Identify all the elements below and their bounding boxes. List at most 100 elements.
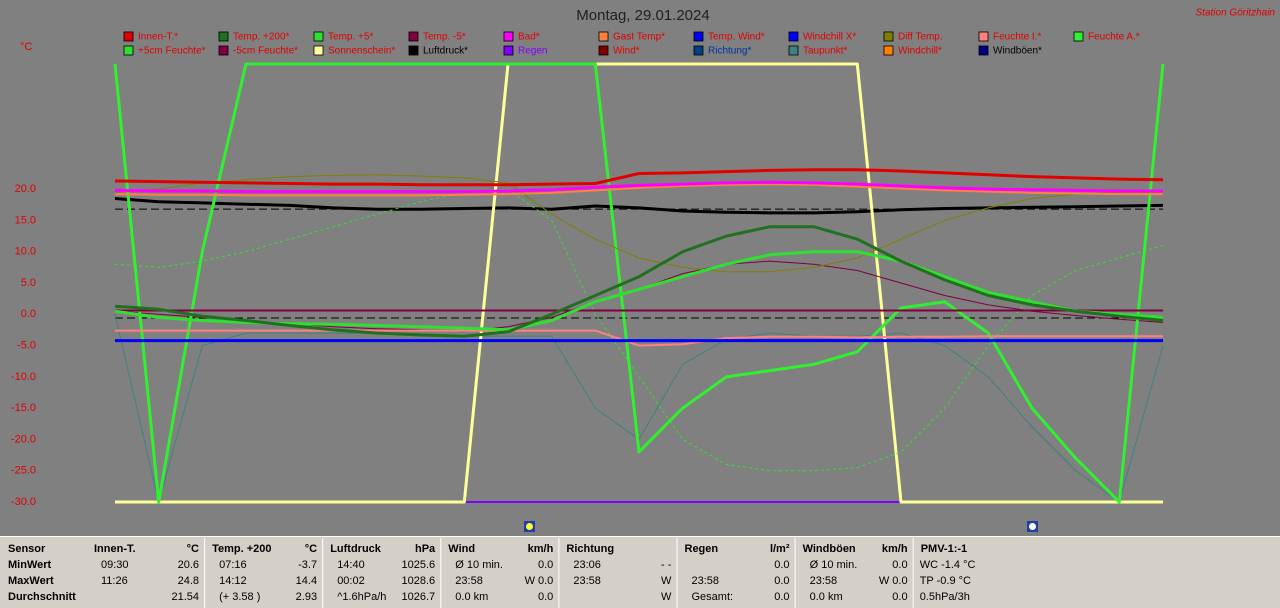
table-cell: 09:30 [101, 559, 129, 571]
legend-swatch [408, 31, 419, 42]
series-line [114, 180, 1163, 194]
column-unit: km/h [882, 543, 908, 555]
y-tick-label: 15.0 [15, 214, 36, 226]
legend-label: Feuchte I.* [993, 32, 1041, 43]
table-cell: 1025.6 [402, 559, 436, 571]
table-cell: 0.0 [774, 559, 789, 571]
legend-label: Diff Temp. [898, 32, 943, 43]
series-line [114, 188, 1164, 472]
column-title: Richtung [566, 543, 614, 555]
unit-label: °C [20, 41, 32, 53]
y-tick-label: -10.0 [11, 371, 36, 383]
legend-label: Temp. +5* [328, 32, 373, 43]
table-cell: 0.0 [774, 575, 789, 587]
legend-label: Sonnenschein* [328, 46, 395, 57]
table-cell: W [661, 575, 672, 587]
table-cell: 2.93 [296, 591, 317, 603]
column-unit: l/m² [770, 543, 790, 555]
y-tick-label: -30.0 [11, 496, 36, 508]
table-cell: 11:26 [101, 575, 128, 587]
series-line [114, 168, 1164, 187]
column-title: Windböen [803, 543, 856, 555]
table-cell: 0.0 [774, 591, 789, 603]
column-title: Luftdruck [330, 543, 382, 555]
table-cell: Ø 10 min. [810, 559, 858, 571]
table-cell: 14.4 [296, 575, 317, 587]
column-title: Innen-T. [94, 543, 136, 555]
table-cell: 21.54 [171, 591, 199, 603]
table-cell: 23:06 [573, 559, 601, 571]
table-cell: (+ 3.58 ) [219, 591, 260, 603]
legend-swatch [598, 45, 609, 56]
column-title: PMV-1:-1 [921, 543, 967, 555]
chart-title: Montag, 29.01.2024 [576, 7, 709, 24]
y-tick-label: 20.0 [15, 183, 36, 195]
table-cell: WC -1.4 °C [920, 559, 976, 571]
table-cell: ^1.6hPa/h [337, 591, 386, 603]
column-unit: °C [187, 543, 199, 555]
legend-swatch [883, 31, 894, 42]
legend-swatch [218, 31, 229, 42]
table-cell: 0.0 km [810, 591, 843, 603]
legend-swatch [313, 31, 324, 42]
legend-swatch [693, 45, 704, 56]
legend-label: Windchill X* [803, 32, 856, 43]
table-cell: 00:02 [337, 575, 365, 587]
series-line [113, 62, 1165, 504]
legend-swatch [788, 31, 799, 42]
column-title: Wind [448, 543, 475, 555]
legend-label: Innen-T.* [138, 32, 178, 43]
legend-swatch [788, 45, 799, 56]
row-label: Sensor [8, 543, 46, 555]
table-cell: W 0.0 [525, 575, 554, 587]
table-cell: 14:40 [337, 559, 365, 571]
legend-swatch [123, 45, 134, 56]
legend-swatch [978, 31, 989, 42]
y-tick-label: 5.0 [21, 277, 36, 289]
table-cell: 0.0 km [455, 591, 488, 603]
row-label: MaxWert [8, 575, 54, 587]
series-line [114, 250, 1164, 332]
row-label: Durchschnitt [8, 591, 76, 603]
table-cell: Ø 10 min. [455, 559, 503, 571]
legend-swatch [123, 31, 134, 42]
legend-swatch [1073, 31, 1084, 42]
legend-label: Temp. Wind* [708, 32, 765, 43]
y-tick-label: 0.0 [21, 308, 36, 320]
column-unit: km/h [528, 543, 554, 555]
legend-label: Taupunkt* [803, 46, 848, 57]
column-unit: °C [305, 543, 317, 555]
column-title: Regen [685, 543, 719, 555]
table-cell: 1028.6 [402, 575, 436, 587]
table-background [0, 536, 1280, 608]
table-cell: 24.8 [178, 575, 199, 587]
sun-icon [524, 521, 1038, 532]
legend-label: Temp. +200* [233, 32, 290, 43]
legend-label: Windböen* [993, 46, 1042, 57]
y-tick-label: -15.0 [11, 402, 36, 414]
table-cell: 23:58 [692, 575, 720, 587]
series-line [114, 225, 1164, 338]
legend-swatch [408, 45, 419, 56]
y-tick-label: -20.0 [11, 433, 36, 445]
y-tick-label: -5.0 [17, 339, 36, 351]
y-tick-label: 10.0 [15, 246, 36, 258]
table-cell: 0.0 [892, 591, 907, 603]
table-cell: 0.0 [538, 559, 553, 571]
table-cell: 0.0 [538, 591, 553, 603]
table-cell: W [661, 591, 672, 603]
legend-swatch [883, 45, 894, 56]
table-cell: Gesamt: [692, 591, 734, 603]
station-name: Station Göritzhain [1196, 8, 1276, 19]
table-cell: 1026.7 [402, 591, 436, 603]
legend-label: +5cm Feuchte* [138, 46, 206, 57]
table-cell: W 0.0 [879, 575, 908, 587]
legend-label: Bad* [518, 32, 540, 43]
legend-label: Windchill* [898, 46, 942, 57]
table-cell: -3.7 [298, 559, 317, 571]
series-line [114, 174, 1163, 273]
table-cell: 0.5hPa/3h [920, 591, 970, 603]
legend-swatch [598, 31, 609, 42]
